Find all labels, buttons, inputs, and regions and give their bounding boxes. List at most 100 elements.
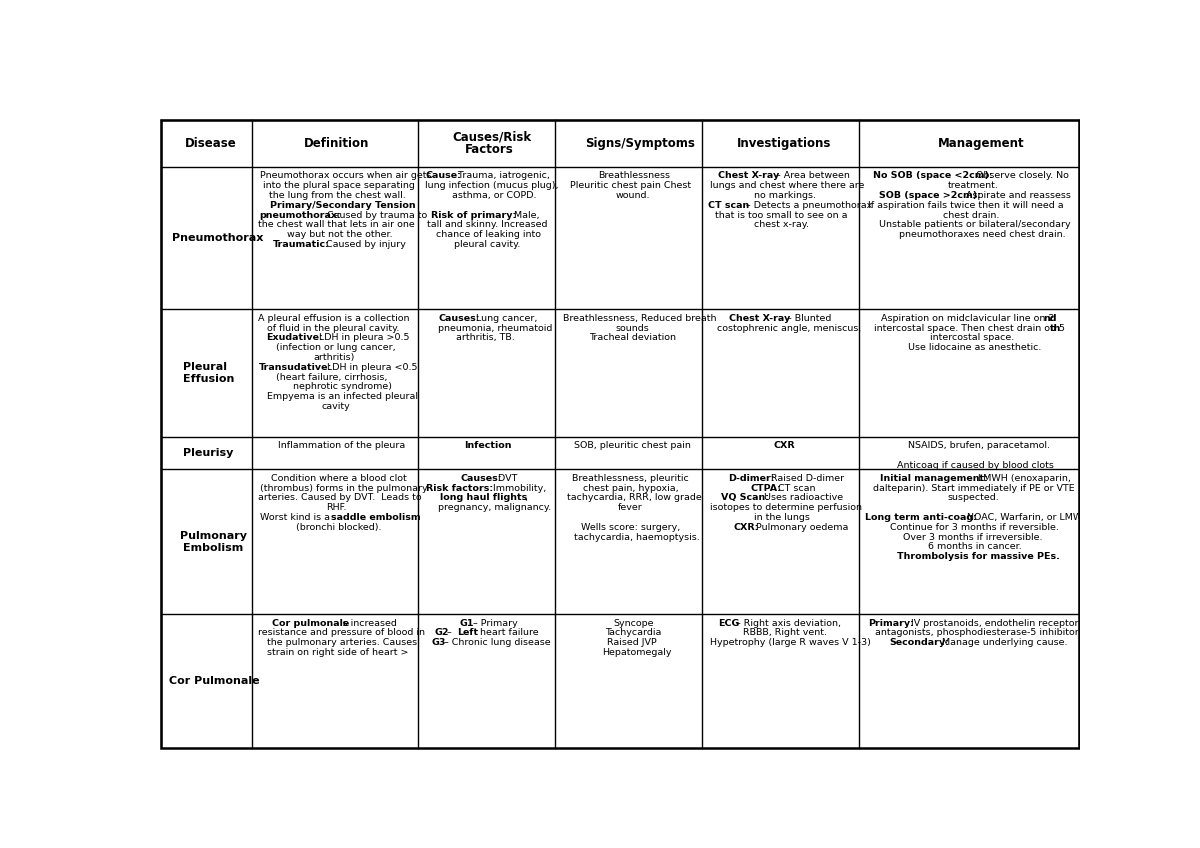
Text: Risk of primary:: Risk of primary: [432, 210, 517, 220]
Text: (heart failure, cirrhosis,: (heart failure, cirrhosis, [276, 372, 390, 382]
Text: Cor pulmonale: Cor pulmonale [272, 619, 349, 628]
Text: th: th [1050, 324, 1061, 332]
Text: Investigations: Investigations [737, 137, 832, 150]
Text: wound.: wound. [616, 191, 650, 200]
Text: Traumatic:: Traumatic: [272, 240, 330, 249]
Text: Signs/Symptoms: Signs/Symptoms [586, 137, 695, 150]
Text: CTPA:: CTPA: [750, 483, 781, 493]
Text: CT scan: CT scan [708, 201, 750, 209]
Text: Pneumothorax: Pneumothorax [172, 233, 263, 243]
Text: isotopes to determine perfusion: isotopes to determine perfusion [710, 503, 865, 512]
Text: that is too small to see on a: that is too small to see on a [715, 210, 850, 220]
Text: Continue for 3 months if reversible.: Continue for 3 months if reversible. [890, 522, 1060, 532]
Text: Cause:: Cause: [426, 171, 462, 181]
Text: NOAC, Warfarin, or LMWH.: NOAC, Warfarin, or LMWH. [965, 513, 1092, 522]
Text: DVT: DVT [496, 474, 517, 483]
Text: way but not the other.: way but not the other. [287, 231, 392, 239]
Text: Chest X-ray: Chest X-ray [730, 314, 791, 323]
Text: antagonists, phosphodiesterase-5 inhibitors: antagonists, phosphodiesterase-5 inhibit… [875, 628, 1084, 638]
Text: Breathlessness: Breathlessness [599, 171, 671, 181]
Text: Pleuritic chest pain Chest: Pleuritic chest pain Chest [570, 181, 694, 190]
Text: pleural cavity.: pleural cavity. [454, 240, 520, 249]
Text: lungs and chest where there are: lungs and chest where there are [710, 181, 868, 190]
Text: chest drain.: chest drain. [943, 210, 1000, 220]
Text: Manage underlying cause.: Manage underlying cause. [940, 639, 1068, 647]
Text: arthritis, TB.: arthritis, TB. [456, 333, 515, 343]
Text: LDH in pleura <0.5: LDH in pleura <0.5 [324, 363, 420, 371]
Text: Anticoag if caused by blood clots: Anticoag if caused by blood clots [896, 460, 1054, 470]
Text: Primary/Secondary Tension: Primary/Secondary Tension [270, 201, 419, 209]
Text: Left: Left [457, 628, 479, 638]
Text: – Detects a pneumothorax: – Detects a pneumothorax [743, 201, 872, 209]
Text: nd: nd [1044, 314, 1057, 323]
Text: Pleurisy: Pleurisy [184, 448, 234, 458]
Text: pneumothorax:: pneumothorax: [259, 210, 341, 220]
Text: is increased: is increased [337, 619, 400, 628]
Text: sounds: sounds [616, 324, 649, 332]
Text: Factors: Factors [464, 143, 514, 156]
Text: – Right axis deviation,: – Right axis deviation, [733, 619, 844, 628]
Text: arteries. Caused by DVT.  Leads to: arteries. Caused by DVT. Leads to [258, 494, 425, 502]
Text: Effusion: Effusion [184, 374, 235, 384]
Text: Transudative:: Transudative: [259, 363, 332, 371]
Text: Immobility,: Immobility, [491, 483, 550, 493]
Text: Inflammation of the pleura: Inflammation of the pleura [278, 441, 406, 450]
Text: – Area between: – Area between [773, 171, 853, 181]
Text: Causes:: Causes: [438, 314, 480, 323]
Text: Definition: Definition [304, 137, 370, 150]
Text: tachycardia, RRR, low grade: tachycardia, RRR, low grade [568, 494, 706, 502]
Text: strain on right side of heart >: strain on right side of heart > [266, 648, 408, 657]
Text: A pleural effusion is a collection: A pleural effusion is a collection [258, 314, 413, 323]
Text: Infection: Infection [464, 441, 511, 450]
Text: chance of leaking into: chance of leaking into [436, 231, 544, 239]
Text: CXR: CXR [773, 441, 794, 450]
Text: Pulmonary: Pulmonary [180, 531, 247, 541]
Text: Management: Management [938, 137, 1025, 150]
Text: Wells score: surgery,: Wells score: surgery, [581, 522, 683, 532]
Text: Pleural: Pleural [184, 362, 232, 372]
Text: Over 3 months if irreversible.: Over 3 months if irreversible. [904, 533, 1043, 542]
Text: Caused by trauma to: Caused by trauma to [324, 210, 427, 220]
Text: suspected.: suspected. [947, 494, 1000, 502]
Text: chest x-ray.: chest x-ray. [754, 220, 809, 230]
Text: Causes:: Causes: [461, 474, 502, 483]
Text: the pulmonary arteries. Causes: the pulmonary arteries. Causes [266, 639, 420, 647]
Text: Embolism: Embolism [184, 543, 244, 553]
Text: Thrombolysis for massive PEs.: Thrombolysis for massive PEs. [898, 552, 1060, 561]
Text: in the lungs: in the lungs [754, 513, 810, 522]
Text: SOB (space >2cm):: SOB (space >2cm): [878, 191, 980, 200]
Text: Breathlessness, Reduced breath: Breathlessness, Reduced breath [563, 314, 716, 323]
Text: – Primary: – Primary [469, 619, 517, 628]
Text: Male,: Male, [511, 210, 542, 220]
Text: G1: G1 [460, 619, 474, 628]
Text: – Blunted: – Blunted [784, 314, 834, 323]
Text: CT scan: CT scan [775, 483, 816, 493]
Text: treatment.: treatment. [947, 181, 998, 190]
Text: Hepatomegaly: Hepatomegaly [602, 648, 672, 657]
Text: costophrenic angle, meniscus.: costophrenic angle, meniscus. [716, 324, 862, 332]
Text: Empyema is an infected pleural: Empyema is an infected pleural [266, 393, 421, 401]
Text: arthritis): arthritis) [313, 353, 354, 362]
Text: Aspiration on midclavicular line on 2: Aspiration on midclavicular line on 2 [881, 314, 1055, 323]
Text: Cor Pulmonale: Cor Pulmonale [169, 676, 259, 686]
Text: Caused by injury: Caused by injury [323, 240, 406, 249]
Text: pneumonia, rheumatoid: pneumonia, rheumatoid [438, 324, 556, 332]
Text: Pulmonary oedema: Pulmonary oedema [754, 522, 848, 532]
Text: saddle embolism: saddle embolism [331, 513, 420, 522]
Text: NSAIDS, brufen, paracetamol.: NSAIDS, brufen, paracetamol. [908, 441, 1050, 450]
Text: G2: G2 [434, 628, 449, 638]
Text: LMWH (enoxaparin,: LMWH (enoxaparin, [974, 474, 1074, 483]
Text: of fluid in the pleural cavity.: of fluid in the pleural cavity. [266, 324, 400, 332]
Text: If aspiration fails twice then it will need a: If aspiration fails twice then it will n… [869, 201, 1067, 209]
Text: the lung from the chest wall.: the lung from the chest wall. [269, 191, 409, 200]
Text: D-dimer:: D-dimer: [727, 474, 774, 483]
Text: chest pain, hypoxia,: chest pain, hypoxia, [583, 483, 682, 493]
Text: pregnancy, malignancy.: pregnancy, malignancy. [438, 503, 552, 512]
Text: –: – [444, 628, 455, 638]
Text: Chest X-ray: Chest X-ray [718, 171, 779, 181]
Text: Disease: Disease [185, 137, 236, 150]
Text: Aspirate and reassess: Aspirate and reassess [964, 191, 1072, 200]
Text: intercostal space.: intercostal space. [930, 333, 1014, 343]
Text: no markings.: no markings. [754, 191, 816, 200]
Text: heart failure: heart failure [478, 628, 539, 638]
